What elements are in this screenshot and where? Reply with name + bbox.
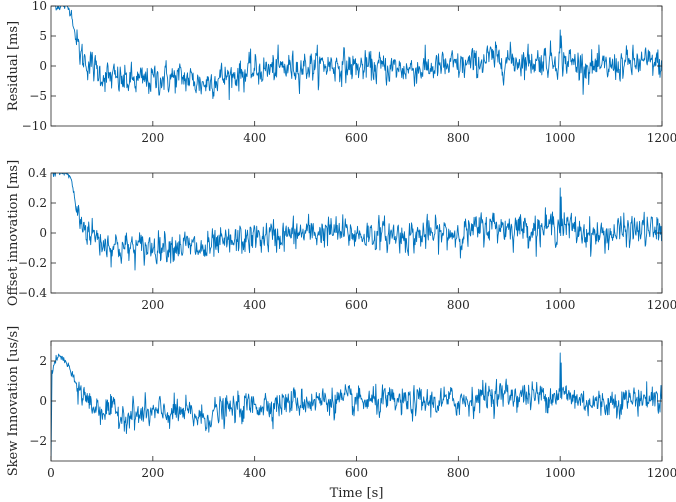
y-tick-label: 0.4 <box>28 166 47 180</box>
x-tick-label: 1000 <box>545 466 576 480</box>
chart-panel-3: 0 200 400 600 800 1000 1200 −2 0 2 Skew Innovation… <box>6 326 676 501</box>
x-tick-label: 600 <box>345 131 368 145</box>
chart-panel-1: 200 400 600 800 1000 1200 −10 −5 0 5 10 Residual [m… <box>6 0 676 145</box>
x-tick-label: 200 <box>141 466 164 480</box>
x-tick-label: 400 <box>243 466 266 480</box>
y-axis-ticks: −10 −5 0 5 10 <box>22 0 662 133</box>
y-tick-label: 0 <box>39 226 47 240</box>
x-axis-label: Time [s] <box>330 486 384 501</box>
y-tick-label: 0 <box>39 59 47 73</box>
y-tick-label: −2 <box>29 434 47 448</box>
x-axis-ticks: 0 200 400 600 800 1000 1200 <box>47 341 676 480</box>
y-axis-label: Residual [ms] <box>6 21 21 111</box>
x-tick-label: 800 <box>447 131 470 145</box>
x-tick-label: 400 <box>243 298 266 312</box>
y-tick-label: 5 <box>39 29 47 43</box>
y-tick-label: −10 <box>22 119 47 133</box>
series-line <box>51 352 662 461</box>
x-tick-label: 200 <box>141 131 164 145</box>
series-line <box>51 173 662 271</box>
y-axis-ticks: −0.4 −0.2 0 0.2 0.4 <box>18 166 662 300</box>
y-tick-label: −0.2 <box>18 256 47 270</box>
y-tick-label: −0.4 <box>18 286 48 300</box>
series-line <box>51 6 662 101</box>
y-tick-label: 10 <box>32 0 47 13</box>
y-tick-label: −5 <box>29 89 47 103</box>
x-tick-label: 1200 <box>647 466 676 480</box>
y-axis-ticks: −2 0 2 <box>29 354 662 448</box>
y-tick-label: 2 <box>39 354 47 368</box>
x-tick-label: 0 <box>47 466 55 480</box>
chart-panel-2: 200 400 600 800 1000 1200 −0.4 −0.2 0 0.2 0.4 Offse… <box>6 160 676 312</box>
y-tick-label: 0.2 <box>28 196 47 210</box>
x-tick-label: 800 <box>447 466 470 480</box>
x-tick-label: 1200 <box>647 298 676 312</box>
x-axis-ticks: 200 400 600 800 1000 1200 <box>141 173 676 312</box>
x-tick-label: 600 <box>345 298 368 312</box>
y-axis-label: Offset innovation [ms] <box>6 160 21 306</box>
x-tick-label: 200 <box>141 298 164 312</box>
x-tick-label: 1000 <box>545 131 576 145</box>
y-axis-label: Skew Innovation [us/s] <box>6 326 21 477</box>
x-tick-label: 600 <box>345 466 368 480</box>
x-tick-label: 800 <box>447 298 470 312</box>
x-axis-ticks: 200 400 600 800 1000 1200 <box>141 6 676 145</box>
x-tick-label: 1200 <box>647 131 676 145</box>
y-tick-label: 0 <box>39 394 47 408</box>
x-tick-label: 1000 <box>545 298 576 312</box>
x-tick-label: 400 <box>243 131 266 145</box>
